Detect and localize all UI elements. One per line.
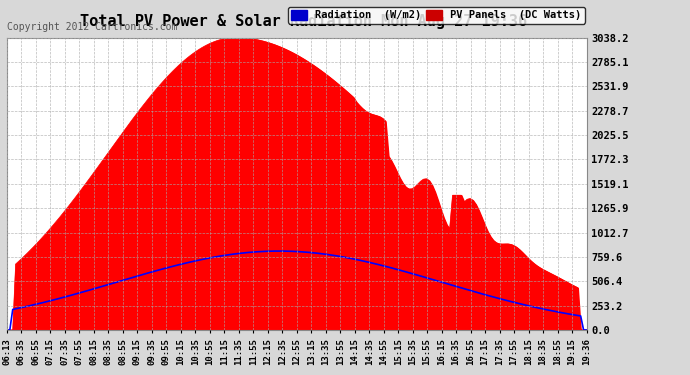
Text: Total PV Power & Solar Radiation Mon Aug 27 19:36: Total PV Power & Solar Radiation Mon Aug… xyxy=(80,13,527,29)
Text: Copyright 2012 Cartronics.com: Copyright 2012 Cartronics.com xyxy=(7,22,177,33)
Legend: Radiation  (W/m2), PV Panels  (DC Watts): Radiation (W/m2), PV Panels (DC Watts) xyxy=(288,7,584,24)
